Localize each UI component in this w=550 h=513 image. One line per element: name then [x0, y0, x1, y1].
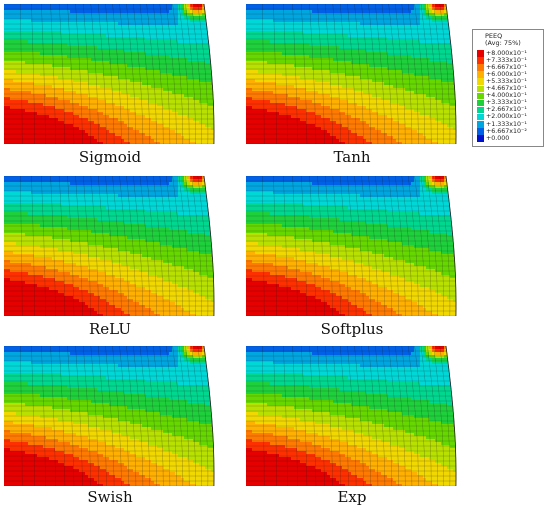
contour-plot — [246, 4, 457, 144]
contour-plot — [4, 176, 215, 316]
boundary-edge — [203, 176, 215, 316]
contour-panel-sigmoid: Sigmoid — [4, 4, 216, 174]
legend-label: +4.667x10⁻¹ — [486, 85, 527, 92]
mesh-grid — [246, 4, 457, 144]
legend-swatch — [477, 99, 484, 107]
legend-swatch — [477, 128, 484, 135]
panel-caption: Exp — [337, 488, 367, 506]
panel-caption: Swish — [87, 488, 133, 506]
legend-label: +6.000x10⁻¹ — [486, 70, 527, 78]
contour-plot — [246, 346, 457, 486]
mesh-grid — [4, 346, 215, 486]
legend-label: +8.000x10⁻¹ — [486, 49, 527, 57]
legend-label: +2.000x10⁻¹ — [486, 113, 527, 121]
boundary-edge — [445, 4, 457, 144]
mesh-grid — [246, 176, 457, 316]
panel-caption: ReLU — [89, 320, 131, 338]
legend-label: +5.333x10⁻¹ — [486, 77, 527, 85]
contour-plot — [4, 346, 215, 486]
legend-title: PEEQ — [485, 32, 503, 40]
boundary-edge — [203, 4, 215, 144]
contour-panel-tanh: Tanh — [246, 4, 458, 174]
panel-caption: Tanh — [333, 148, 371, 166]
contour-plot — [4, 4, 215, 144]
legend-swatch — [477, 135, 484, 142]
boundary-edge — [445, 176, 457, 316]
legend-label: +7.333x10⁻¹ — [486, 56, 527, 64]
legend-swatch — [477, 78, 484, 85]
legend-label: +1.333x10⁻¹ — [486, 120, 527, 128]
legend-swatch — [477, 121, 484, 128]
legend-swatch — [477, 57, 484, 64]
peeq-legend: PEEQ (Avg: 75%) +8.000x10⁻¹ +7.333x10⁻¹ +6… — [472, 29, 544, 147]
legend-label: +4.000x10⁻¹ — [486, 92, 527, 100]
panel-caption: Sigmoid — [78, 148, 142, 166]
legend-subtitle: (Avg: 75%) — [485, 39, 521, 47]
legend-label: +6.667x10⁻² — [486, 127, 527, 135]
mesh-grid — [246, 346, 457, 486]
boundary-edge — [445, 346, 457, 486]
legend-swatch — [477, 85, 484, 93]
panel-caption: Softplus — [320, 320, 384, 338]
legend-swatch — [477, 64, 484, 71]
legend-swatch — [477, 50, 484, 57]
legend-label: +0.000 — [486, 134, 510, 142]
contour-panel-swish: Swish — [4, 346, 216, 513]
contour-plot — [246, 176, 457, 316]
legend-label: +3.333x10⁻¹ — [486, 99, 527, 107]
mesh-grid — [4, 4, 215, 144]
legend-swatch — [477, 92, 484, 100]
contour-panel-softplus: Softplus — [246, 176, 458, 346]
legend-swatch — [477, 71, 484, 78]
contour-panel-exp: Exp — [246, 346, 458, 513]
legend-label: +2.667x10⁻¹ — [486, 106, 527, 114]
legend-swatch — [477, 106, 484, 114]
legend-swatch — [477, 113, 484, 121]
legend-label: +6.667x10⁻¹ — [486, 63, 527, 71]
contour-panel-relu: ReLU — [4, 176, 216, 346]
mesh-grid — [4, 176, 215, 316]
boundary-edge — [203, 346, 215, 486]
